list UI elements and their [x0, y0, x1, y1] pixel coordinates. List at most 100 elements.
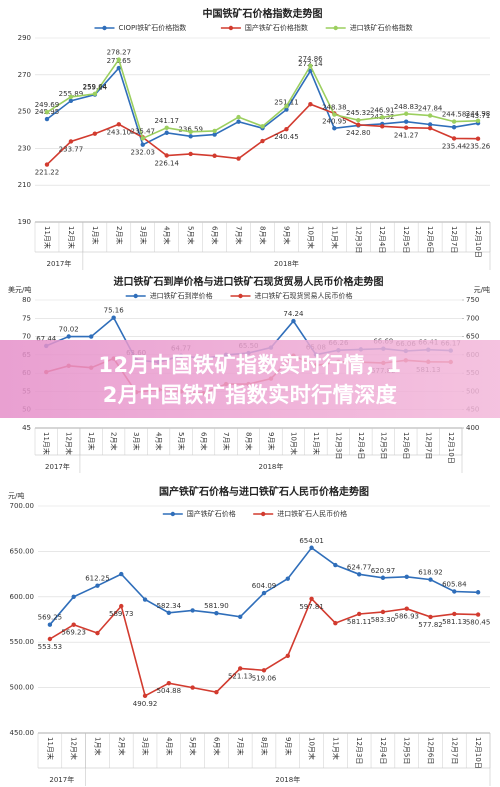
x-tick-label: 12月末: [65, 432, 74, 455]
data-point: [333, 562, 338, 568]
data-label: 67.44: [36, 335, 57, 343]
x-tick-label: 8月末: [259, 226, 268, 244]
x-tick-label: 1月末: [93, 737, 102, 755]
data-point: [92, 131, 98, 136]
data-point: [261, 668, 267, 673]
data-point: [119, 571, 124, 577]
data-point: [260, 138, 265, 144]
data-point: [428, 614, 433, 620]
legend-marker: [170, 511, 175, 517]
x-tick-label: 3月末: [132, 432, 141, 450]
data-point: [475, 136, 481, 141]
data-point: [236, 119, 241, 124]
data-point: [142, 693, 148, 699]
data-point: [451, 136, 457, 141]
x-tick-label: 12月5日: [403, 737, 411, 764]
data-point: [332, 112, 337, 117]
legend-marker: [133, 293, 138, 299]
legend-marker: [238, 293, 243, 299]
data-point: [285, 653, 290, 659]
data-point: [44, 116, 50, 122]
legend-marker: [228, 25, 234, 31]
data-label: 226.14: [154, 160, 179, 168]
data-label: 241.27: [394, 132, 419, 140]
legend-marker: [261, 511, 266, 517]
data-label: 259.24: [83, 84, 108, 92]
data-point: [427, 113, 433, 118]
data-label: 504.88: [157, 687, 182, 695]
data-point: [403, 111, 409, 116]
data-label: 259.64: [83, 83, 108, 91]
y-tick-label: 700.00: [10, 502, 35, 510]
data-point: [188, 134, 193, 139]
data-point: [142, 597, 148, 602]
data-label: 242.80: [346, 129, 371, 137]
data-label: 583.30: [371, 616, 396, 624]
data-point: [68, 139, 74, 144]
data-point: [236, 156, 241, 161]
data-label: 569.23: [61, 629, 86, 637]
x-tick-label: 12月7日: [424, 432, 432, 459]
data-point: [190, 608, 195, 613]
x-tick-label: 11月末: [312, 432, 321, 455]
data-point: [44, 162, 50, 167]
data-point: [92, 91, 98, 97]
legend-label: 国产铁矿石价格指数: [245, 23, 308, 32]
data-label: 569.25: [38, 614, 63, 622]
data-point: [475, 612, 481, 617]
data-label: 233.77: [59, 145, 84, 153]
x-tick-label: 6月末: [200, 432, 209, 450]
data-point: [214, 611, 219, 616]
x-tick-label: 5月末: [177, 432, 186, 450]
chart-title: 国产铁矿石价格与进口铁矿石人民币价格走势图: [159, 485, 369, 498]
data-point: [238, 614, 243, 619]
data-point: [66, 334, 71, 339]
y-tick-label: 45: [22, 424, 31, 432]
data-label: 247.84: [418, 105, 443, 113]
data-point: [451, 125, 457, 130]
data-label: 597.81: [299, 603, 324, 611]
data-point: [309, 545, 314, 550]
data-point: [284, 126, 289, 132]
x-tick-label: 12月5日: [379, 432, 387, 459]
data-point: [166, 610, 172, 616]
x-tick-label: 11月末: [46, 737, 55, 760]
data-label: 620.97: [371, 567, 396, 575]
x-tick-label: 10月末: [306, 226, 315, 249]
x-tick-label: 12月4日: [379, 737, 387, 764]
data-point: [119, 603, 124, 609]
x-tick-label: 12月末: [67, 226, 76, 249]
y-tick-label: 80: [22, 296, 31, 304]
x-tick-label: 6月末: [212, 737, 221, 755]
data-point: [212, 132, 217, 137]
year-label: 2017年: [47, 259, 72, 268]
x-tick-label: 10月末: [289, 432, 298, 455]
data-point: [380, 124, 385, 129]
x-tick-label: 4月末: [165, 737, 174, 755]
x-tick-label: 12月10日: [474, 737, 482, 769]
data-point: [309, 596, 314, 601]
data-point: [475, 118, 481, 124]
y-axis-label: 元/吨: [8, 491, 24, 500]
data-label: 255.89: [59, 90, 84, 98]
data-point: [164, 130, 169, 135]
x-tick-label: 7月末: [235, 226, 244, 244]
x-tick-label: 12月10日: [474, 226, 482, 258]
data-point: [140, 142, 145, 147]
data-label: 581.90: [204, 602, 229, 610]
data-label: 243.10: [107, 128, 132, 136]
y-tick-label: 650.00: [10, 547, 35, 555]
x-tick-label: 10月末: [308, 737, 317, 760]
x-tick-label: 9月末: [284, 737, 293, 755]
x-tick-label: 9月末: [282, 226, 291, 244]
data-label: 232.03: [131, 149, 156, 157]
data-label: 274.86: [298, 55, 323, 63]
x-tick-label: 1月末: [91, 226, 100, 244]
data-point: [111, 315, 116, 320]
x-tick-label: 12月6日: [402, 432, 410, 459]
data-label: 236.59: [178, 125, 203, 133]
legend-marker: [333, 25, 338, 31]
data-point: [380, 575, 386, 580]
y-tick-label: 450.00: [10, 729, 35, 737]
